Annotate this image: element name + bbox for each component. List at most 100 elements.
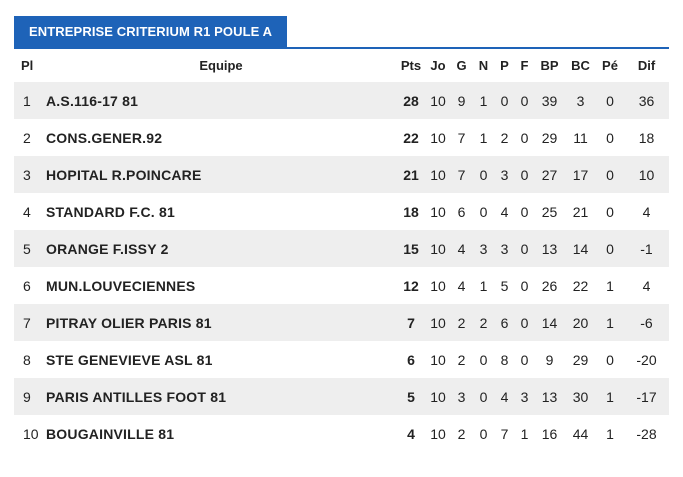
cell-p: 2 (494, 119, 515, 156)
cell-bc: 21 (565, 193, 596, 230)
cell-pl: 3 (14, 156, 46, 193)
cell-pe: 0 (596, 82, 624, 119)
cell-bp: 26 (534, 267, 565, 304)
cell-n: 0 (473, 156, 494, 193)
cell-pts: 4 (396, 415, 426, 452)
cell-jo: 10 (426, 304, 450, 341)
cell-team: CONS.GENER.92 (46, 119, 396, 156)
header-g: G (456, 57, 467, 73)
cell-bc: 20 (565, 304, 596, 341)
table-row: 7 PITRAY OLIER PARIS 81 7 10 2 2 6 0 14 20 1 -6 (14, 304, 669, 341)
cell-g: 2 (450, 415, 473, 452)
cell-g: 9 (450, 82, 473, 119)
cell-team: A.S.116-17 81 (46, 82, 396, 119)
table-row: 6 MUN.LOUVECIENNES 12 10 4 1 5 0 26 22 1 4 (14, 267, 669, 304)
cell-p: 4 (494, 378, 515, 415)
header-jo: Jo (430, 57, 446, 73)
cell-n: 0 (473, 193, 494, 230)
table-row: 8 STE GENEVIEVE ASL 81 6 10 2 0 8 0 9 29 0 -20 (14, 341, 669, 378)
cell-pe: 1 (596, 267, 624, 304)
cell-bc: 29 (565, 341, 596, 378)
standings-header: ENTREPRISE CRITERIUM R1 POULE A (14, 16, 669, 49)
cell-bp: 16 (534, 415, 565, 452)
cell-pl: 7 (14, 304, 46, 341)
header-bp: BP (540, 57, 559, 73)
cell-n: 1 (473, 119, 494, 156)
header-p: P (500, 57, 509, 73)
cell-f: 1 (515, 415, 534, 452)
cell-p: 7 (494, 415, 515, 452)
cell-n: 0 (473, 415, 494, 452)
cell-p: 8 (494, 341, 515, 378)
cell-pts: 28 (396, 82, 426, 119)
cell-bp: 13 (534, 378, 565, 415)
cell-f: 0 (515, 341, 534, 378)
table-row: 4 STANDARD F.C. 81 18 10 6 0 4 0 25 21 0 4 (14, 193, 669, 230)
cell-n: 2 (473, 304, 494, 341)
cell-g: 2 (450, 341, 473, 378)
cell-pe: 0 (596, 193, 624, 230)
cell-pl: 1 (14, 82, 46, 119)
cell-pl: 5 (14, 230, 46, 267)
cell-pts: 22 (396, 119, 426, 156)
cell-pl: 2 (14, 119, 46, 156)
cell-f: 0 (515, 119, 534, 156)
cell-f: 0 (515, 230, 534, 267)
cell-pl: 8 (14, 341, 46, 378)
cell-bp: 13 (534, 230, 565, 267)
cell-bp: 39 (534, 82, 565, 119)
cell-n: 3 (473, 230, 494, 267)
cell-dif: 36 (624, 82, 669, 119)
cell-bp: 27 (534, 156, 565, 193)
cell-pe: 1 (596, 378, 624, 415)
cell-jo: 10 (426, 415, 450, 452)
cell-dif: 4 (624, 267, 669, 304)
header-pe: Pé (602, 57, 618, 73)
cell-f: 0 (515, 156, 534, 193)
cell-p: 5 (494, 267, 515, 304)
cell-p: 3 (494, 156, 515, 193)
cell-jo: 10 (426, 119, 450, 156)
cell-dif: 10 (624, 156, 669, 193)
table-row: 2 CONS.GENER.92 22 10 7 1 2 0 29 11 0 18 (14, 119, 669, 156)
cell-pe: 1 (596, 415, 624, 452)
cell-f: 0 (515, 193, 534, 230)
cell-p: 3 (494, 230, 515, 267)
cell-bp: 29 (534, 119, 565, 156)
cell-pl: 4 (14, 193, 46, 230)
cell-bp: 9 (534, 341, 565, 378)
cell-pl: 10 (14, 415, 46, 452)
cell-team: HOPITAL R.POINCARE (46, 156, 396, 193)
cell-n: 0 (473, 341, 494, 378)
table-header-row: Pl Equipe Pts Jo G N P F BP BC Pé Dif (14, 48, 669, 82)
cell-bc: 17 (565, 156, 596, 193)
cell-dif: -1 (624, 230, 669, 267)
header-pts: Pts (400, 57, 422, 73)
cell-pl: 6 (14, 267, 46, 304)
cell-dif: -6 (624, 304, 669, 341)
cell-dif: 4 (624, 193, 669, 230)
cell-f: 0 (515, 267, 534, 304)
cell-bc: 30 (565, 378, 596, 415)
table-row: 1 A.S.116-17 81 28 10 9 1 0 0 39 3 0 36 (14, 82, 669, 119)
cell-team: STANDARD F.C. 81 (46, 193, 396, 230)
cell-team: PARIS ANTILLES FOOT 81 (46, 378, 396, 415)
cell-dif: 18 (624, 119, 669, 156)
cell-dif: -17 (624, 378, 669, 415)
cell-team: PITRAY OLIER PARIS 81 (46, 304, 396, 341)
table-row: 3 HOPITAL R.POINCARE 21 10 7 0 3 0 27 17 0 10 (14, 156, 669, 193)
cell-g: 3 (450, 378, 473, 415)
cell-g: 4 (450, 230, 473, 267)
header-n: N (478, 57, 489, 73)
table-row: 5 ORANGE F.ISSY 2 15 10 4 3 3 0 13 14 0 -1 (14, 230, 669, 267)
table-row: 10 BOUGAINVILLE 81 4 10 2 0 7 1 16 44 1 -28 (14, 415, 669, 452)
cell-g: 6 (450, 193, 473, 230)
cell-f: 3 (515, 378, 534, 415)
cell-bp: 25 (534, 193, 565, 230)
cell-pts: 15 (396, 230, 426, 267)
cell-jo: 10 (426, 267, 450, 304)
cell-dif: -28 (624, 415, 669, 452)
cell-dif: -20 (624, 341, 669, 378)
cell-bc: 14 (565, 230, 596, 267)
